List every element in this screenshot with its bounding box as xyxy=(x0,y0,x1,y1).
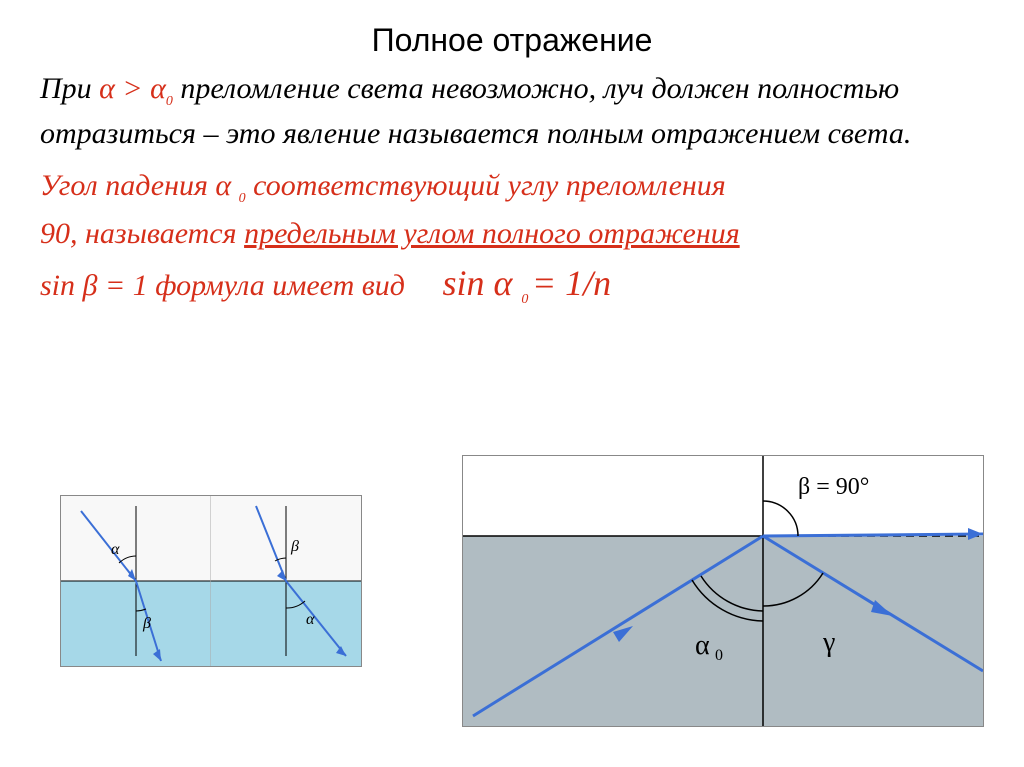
svg-text:β = 90°: β = 90° xyxy=(798,474,869,500)
p1-cond-text: α > α xyxy=(99,72,166,105)
diagrams-area: α β β α xyxy=(0,437,1024,737)
formula-left: sin β = 1 формула имеет вид xyxy=(40,269,405,302)
p2-l1-sub: 0 xyxy=(239,191,246,206)
formula-right: sin α 0 = 1/n xyxy=(442,263,611,303)
svg-text:α: α xyxy=(695,630,710,661)
p1-pre: При xyxy=(40,72,99,105)
p1-condition: α > α0 xyxy=(99,72,173,105)
total-reflection-diagram: β = 90° α 0 γ xyxy=(462,455,984,727)
svg-text:β: β xyxy=(142,615,151,632)
svg-text:γ: γ xyxy=(822,627,835,658)
paragraph-1: При α > α0 преломление света невозможно,… xyxy=(0,59,1024,156)
paragraph-2: Угол падения α 0 соответствующий углу пр… xyxy=(0,156,1024,258)
formula-r-sub: 0 xyxy=(521,292,532,307)
p1-cond-sub: 0 xyxy=(166,94,173,109)
svg-text:α: α xyxy=(306,611,315,628)
formula-r-a: sin α xyxy=(442,263,521,303)
svg-text:0: 0 xyxy=(715,647,723,664)
page-title: Полное отражение xyxy=(0,0,1024,59)
formula-line: sin β = 1 формула имеет вид sin α 0 = 1/… xyxy=(0,258,1024,308)
svg-text:β: β xyxy=(290,538,299,555)
p2-l1a: Угол падения α xyxy=(40,169,239,202)
small-refraction-diagrams: α β β α xyxy=(60,495,362,667)
p2-l2u: предельным углом полного отражения xyxy=(244,217,740,250)
p2-l1b: соответствующий углу преломления xyxy=(246,169,726,202)
formula-r-b: = 1/n xyxy=(532,263,611,303)
p2-l2a: 90, называется xyxy=(40,217,244,250)
svg-text:α: α xyxy=(111,541,120,558)
